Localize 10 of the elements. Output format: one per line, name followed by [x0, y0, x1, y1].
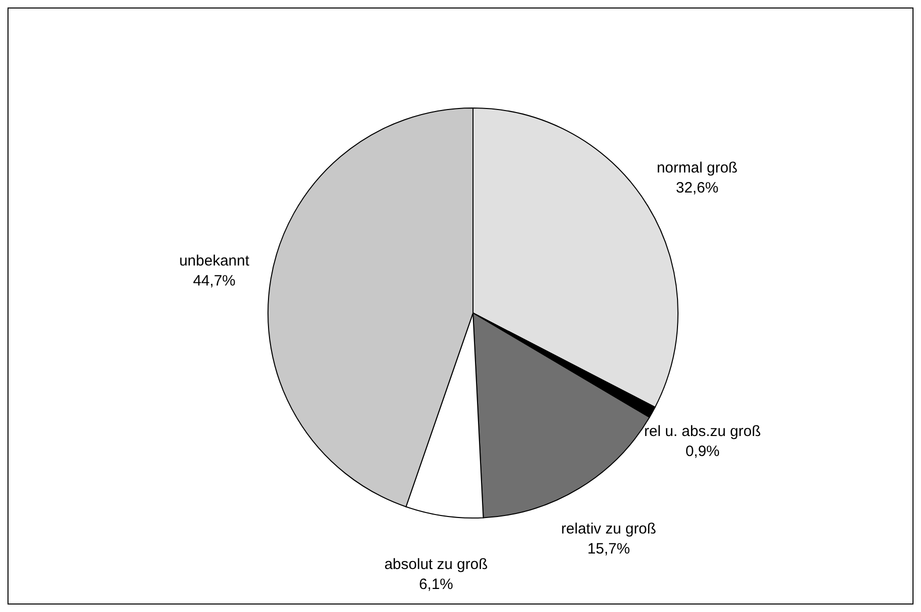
slice-label: rel u. abs.zu groß — [644, 423, 761, 440]
data-label: 0,9% — [685, 443, 720, 460]
slice-label: relativ zu groß — [561, 520, 656, 538]
slice-label: absolut zu groß — [384, 556, 488, 573]
data-label: 44,7% — [192, 272, 236, 290]
data-label: 32,6% — [676, 180, 718, 197]
slice-label: normal groß — [656, 160, 738, 177]
slice-label: unbekannt — [179, 252, 250, 270]
data-label: 6,1% — [418, 576, 454, 593]
data-label: 15,7% — [587, 540, 630, 558]
